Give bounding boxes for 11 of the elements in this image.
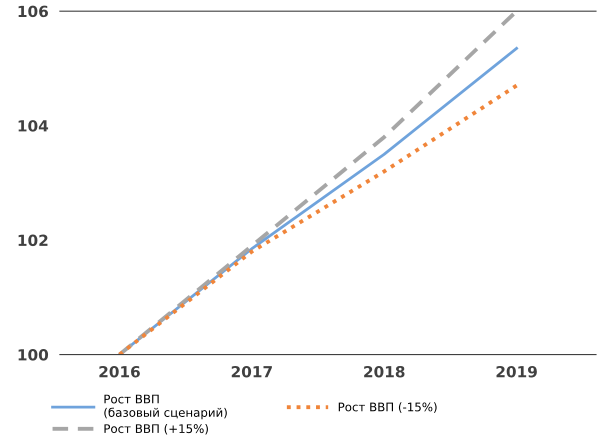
x-tick-label: 2019 [496, 366, 537, 378]
y-tick-label: 102 [18, 234, 48, 246]
legend-label: Рост ВВП (базовый сценарий) [104, 394, 227, 420]
y-tick-label: 104 [18, 120, 48, 132]
legend-label: Рост ВВП (-15%) [338, 402, 437, 413]
x-tick-label: 2017 [232, 366, 272, 378]
x-tick-label: 2016 [99, 366, 140, 378]
y-tick-label: 106 [18, 6, 48, 18]
legend-label: Рост ВВП (+15%) [104, 424, 208, 434]
y-tick-label: 100 [18, 349, 48, 361]
x-tick-label: 2018 [364, 366, 405, 378]
